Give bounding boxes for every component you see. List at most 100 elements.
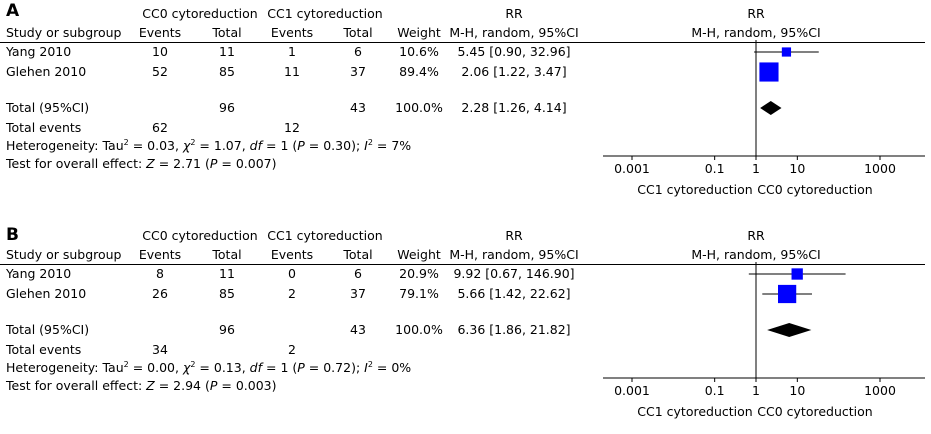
- method-header: M-H, random, 95%CI: [449, 25, 579, 40]
- total-events-label: Total events: [6, 120, 82, 135]
- favours-left: CC1 cytoreduction: [637, 404, 753, 419]
- weight-header: Weight: [397, 25, 441, 40]
- pooled-diamond: [767, 323, 812, 337]
- p-het: 0.72: [323, 360, 352, 375]
- heterogeneity-text: Heterogeneity: Tau2 = 0.03, χ2 = 1.07, d…: [6, 138, 412, 153]
- total2: 6: [354, 44, 362, 59]
- total1: 85: [219, 286, 235, 301]
- rr-ci: 2.28 [1.26, 4.14]: [461, 100, 567, 115]
- total1: 11: [219, 266, 235, 281]
- x-tick-label: 0.1: [705, 161, 725, 176]
- p-overall: 0.003: [235, 378, 272, 393]
- events1-header: Events: [138, 25, 182, 40]
- weight: 89.4%: [399, 64, 439, 79]
- chi2: 0.13: [213, 360, 242, 375]
- group2-header: CC1 cytoreduction: [267, 228, 383, 243]
- method-header: M-H, random, 95%CI: [449, 247, 579, 262]
- total-events2: 12: [284, 120, 300, 135]
- z-value: 2.71: [173, 156, 201, 171]
- weight: 100.0%: [395, 100, 443, 115]
- weight-header: Weight: [397, 247, 441, 262]
- rr-header: RR: [505, 228, 523, 243]
- total1: 11: [219, 44, 235, 59]
- total2: 43: [350, 322, 366, 337]
- heterogeneity-text: Heterogeneity: Tau2 = 0.00, χ2 = 0.13, d…: [6, 360, 412, 375]
- weight: 10.6%: [399, 44, 439, 59]
- study-name: Glehen 2010: [6, 286, 87, 301]
- df: 1: [280, 360, 289, 375]
- total-events1: 62: [152, 120, 168, 135]
- pooled-diamond: [760, 101, 782, 115]
- events2: 0: [288, 266, 296, 281]
- group1-header: CC0 cytoreduction: [142, 228, 258, 243]
- favours-right: CC0 cytoreduction: [757, 182, 873, 197]
- x-tick-label: 1: [752, 161, 760, 176]
- total2-header: Total: [343, 25, 373, 40]
- header-rule: [0, 42, 925, 43]
- events1: 26: [152, 286, 168, 301]
- events2: 1: [288, 44, 296, 59]
- chi2: 1.07: [213, 138, 242, 153]
- events2-header: Events: [270, 247, 314, 262]
- events1-header: Events: [138, 247, 182, 262]
- events2: 2: [288, 286, 296, 301]
- study-column-header: Study or subgroup: [6, 247, 122, 262]
- rr-ci: 5.66 [1.42, 22.62]: [457, 286, 571, 301]
- weight: 79.1%: [399, 286, 439, 301]
- total2: 43: [350, 100, 366, 115]
- tau2: 0.00: [147, 360, 175, 375]
- rr-ci: 6.36 [1.86, 21.82]: [457, 322, 571, 337]
- forest-panel-b: B CC0 cytoreduction CC1 cytoreduction RR…: [0, 222, 931, 434]
- panel-letter: A: [6, 1, 20, 21]
- df: 1: [280, 138, 289, 153]
- events2: 11: [284, 64, 300, 79]
- total2: 37: [350, 64, 366, 79]
- i2: 7%: [391, 138, 412, 153]
- point-estimate: [791, 268, 803, 280]
- total1: 96: [219, 100, 235, 115]
- overall-effect-text: Test for overall effect: Z = 2.94 (P = 0…: [6, 378, 277, 393]
- x-tick-label: 0.1: [705, 383, 725, 398]
- z-value: 2.94: [173, 378, 201, 393]
- x-tick-label: 1000: [864, 161, 896, 176]
- events1: 8: [156, 266, 164, 281]
- rr-header: RR: [505, 6, 523, 21]
- total2: 6: [354, 266, 362, 281]
- total1-header: Total: [212, 25, 242, 40]
- study-name: Glehen 2010: [6, 64, 87, 79]
- x-tick-label: 0.001: [614, 383, 650, 398]
- tau2: 0.03: [147, 138, 175, 153]
- events1: 10: [152, 44, 168, 59]
- header-rule: [0, 264, 925, 265]
- i2: 0%: [391, 360, 412, 375]
- p-het: 0.30: [323, 138, 352, 153]
- overall-effect-text: Test for overall effect: Z = 2.71 (P = 0…: [6, 156, 277, 171]
- total-label: Total (95%CI): [6, 100, 90, 115]
- total1: 85: [219, 64, 235, 79]
- total-events-label: Total events: [6, 342, 82, 357]
- study-name: Yang 2010: [6, 266, 72, 281]
- total-events2: 2: [288, 342, 296, 357]
- group1-header: CC0 cytoreduction: [142, 6, 258, 21]
- forest-plot-a: 0.001 0.1 1 10 1000: [603, 40, 925, 176]
- total2: 37: [350, 286, 366, 301]
- total-label: Total (95%CI): [6, 322, 90, 337]
- rr-ci: 2.06 [1.22, 3.47]: [461, 64, 567, 79]
- favours-right: CC0 cytoreduction: [757, 404, 873, 419]
- study-column-header: Study or subgroup: [6, 25, 122, 40]
- study-name: Yang 2010: [6, 44, 72, 59]
- x-tick-label: 10: [789, 383, 805, 398]
- rr-ci: 9.92 [0.67, 146.90]: [453, 266, 575, 281]
- forest-panel-a: A CC0 cytoreduction CC1 cytoreduction RR…: [0, 0, 931, 212]
- x-tick-label: 0.001: [614, 161, 650, 176]
- method-plot-header: M-H, random, 95%CI: [691, 247, 821, 262]
- total2-header: Total: [343, 247, 373, 262]
- weight: 20.9%: [399, 266, 439, 281]
- point-estimate: [759, 62, 779, 82]
- total1: 96: [219, 322, 235, 337]
- x-tick-label: 1: [752, 383, 760, 398]
- point-estimate: [781, 47, 792, 57]
- forest-plot-b: 0.001 0.1 1 10 1000: [603, 262, 925, 398]
- p-overall: 0.007: [235, 156, 272, 171]
- x-tick-label: 1000: [864, 383, 896, 398]
